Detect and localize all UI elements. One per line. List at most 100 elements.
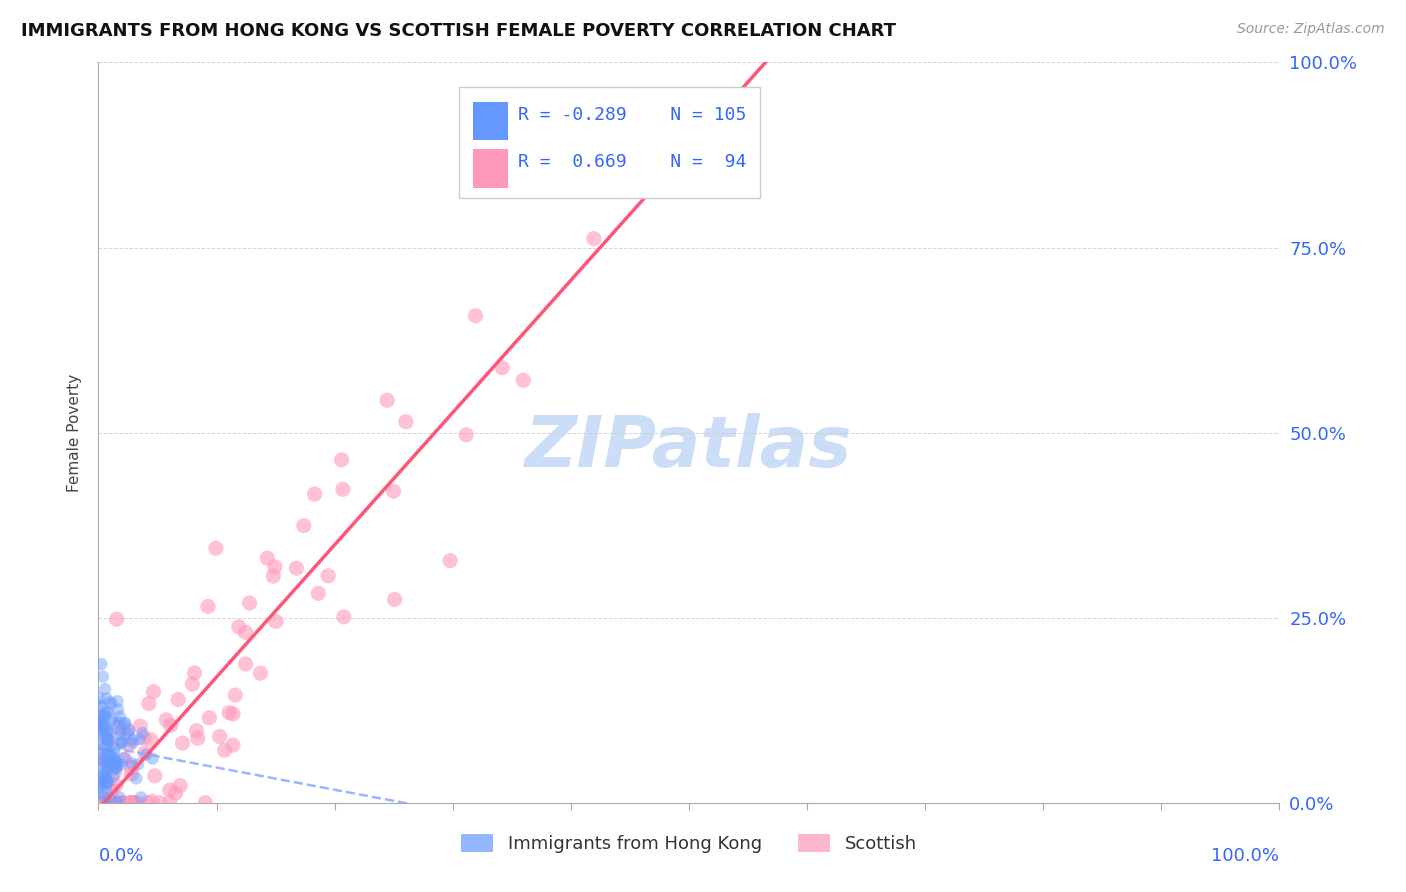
Point <box>100 713 122 727</box>
Point <box>129 719 152 733</box>
Point <box>582 232 605 246</box>
Point <box>104 761 127 775</box>
Point <box>97 753 120 767</box>
Point <box>96 745 118 759</box>
Point <box>96 723 118 737</box>
Point <box>155 713 177 727</box>
Point <box>120 796 142 810</box>
Point <box>96 796 118 810</box>
Point <box>97 737 120 751</box>
Point <box>285 561 308 575</box>
Point <box>93 756 115 770</box>
Point <box>183 665 205 680</box>
Point <box>90 737 112 751</box>
Point <box>97 706 120 720</box>
Point <box>93 741 115 756</box>
Point <box>96 772 118 786</box>
Point <box>159 783 181 797</box>
Point <box>256 551 278 566</box>
Point <box>93 707 115 722</box>
Point <box>181 677 204 691</box>
Point <box>93 766 115 780</box>
Point <box>382 484 405 499</box>
Bar <box>472 102 508 140</box>
Point <box>96 775 118 789</box>
Point <box>333 610 356 624</box>
Point <box>159 796 181 810</box>
Point <box>103 769 125 783</box>
Point <box>375 393 398 408</box>
Point <box>172 736 194 750</box>
Point <box>131 726 153 740</box>
Text: ZIPatlas: ZIPatlas <box>526 413 852 482</box>
Point <box>138 697 160 711</box>
Point <box>103 715 125 730</box>
Point <box>107 757 129 772</box>
Point <box>93 789 115 804</box>
Point <box>97 745 120 759</box>
Point <box>122 796 145 810</box>
Point <box>110 734 132 748</box>
Point <box>330 453 353 467</box>
Point <box>91 796 114 810</box>
Point <box>111 736 134 750</box>
Point <box>91 669 114 683</box>
Point <box>187 731 209 746</box>
Point <box>512 373 534 387</box>
Point <box>105 796 128 810</box>
Point <box>100 748 122 763</box>
Text: 100.0%: 100.0% <box>1212 847 1279 865</box>
Point <box>307 586 329 600</box>
Point <box>110 723 132 738</box>
Point <box>105 760 128 774</box>
Point <box>464 309 486 323</box>
Point <box>90 755 112 769</box>
Point <box>159 718 181 732</box>
Point <box>149 796 172 810</box>
Point <box>93 718 115 732</box>
Point <box>485 184 508 198</box>
Point <box>100 735 122 749</box>
Point <box>456 427 478 442</box>
Point <box>439 554 461 568</box>
Point <box>118 737 141 751</box>
Point <box>121 732 143 747</box>
Point <box>108 709 131 723</box>
Point <box>125 772 148 786</box>
Point <box>104 796 127 810</box>
Point <box>101 782 124 797</box>
Point <box>93 774 115 789</box>
Point <box>214 743 236 757</box>
Point <box>264 615 287 629</box>
Point <box>239 596 262 610</box>
Point <box>316 569 339 583</box>
Point <box>107 694 129 708</box>
Point <box>107 702 129 716</box>
Point <box>105 756 128 770</box>
Point <box>143 769 166 783</box>
Text: IMMIGRANTS FROM HONG KONG VS SCOTTISH FEMALE POVERTY CORRELATION CHART: IMMIGRANTS FROM HONG KONG VS SCOTTISH FE… <box>21 22 896 40</box>
Point <box>262 569 284 583</box>
Point <box>98 777 121 791</box>
Point <box>91 745 114 759</box>
Point <box>91 715 114 730</box>
Point <box>96 764 118 779</box>
Point <box>91 723 114 738</box>
Point <box>96 755 118 769</box>
Point <box>110 736 132 750</box>
Point <box>142 684 165 698</box>
Point <box>108 790 131 805</box>
Point <box>235 625 257 640</box>
Point <box>169 779 191 793</box>
Point <box>89 711 111 725</box>
Point <box>97 732 120 747</box>
Point <box>114 716 136 731</box>
Point <box>89 725 111 739</box>
Bar <box>472 149 508 187</box>
Point <box>89 766 111 780</box>
Point <box>120 796 142 810</box>
Point <box>94 796 117 810</box>
Point <box>121 736 143 750</box>
Point <box>491 360 513 375</box>
Point <box>97 759 120 773</box>
